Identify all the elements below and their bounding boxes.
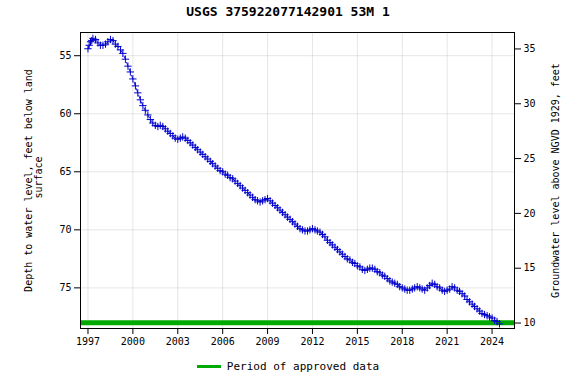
svg-text:30: 30 <box>524 98 536 109</box>
svg-text:2018: 2018 <box>390 336 414 347</box>
svg-text:2000: 2000 <box>121 336 145 347</box>
svg-text:55: 55 <box>59 50 71 61</box>
svg-text:2021: 2021 <box>435 336 459 347</box>
svg-text:15: 15 <box>524 262 536 273</box>
svg-text:2003: 2003 <box>166 336 190 347</box>
svg-text:75: 75 <box>59 282 71 293</box>
svg-text:25: 25 <box>524 153 536 164</box>
svg-text:2009: 2009 <box>256 336 280 347</box>
svg-text:Groundwater level above NGVD 1: Groundwater level above NGVD 1929, feet <box>550 63 561 298</box>
svg-text:60: 60 <box>59 108 71 119</box>
html-text:Period of approved data: Period of approved data <box>226 359 380 373</box>
svg-text:65: 65 <box>59 166 71 177</box>
html-text:USGS 375922077142901 53M 1: USGS 375922077142901 53M 1 <box>186 4 390 19</box>
svg-text:2015: 2015 <box>345 336 369 347</box>
svg-text:70: 70 <box>59 224 71 235</box>
svg-text:2006: 2006 <box>211 336 235 347</box>
svg-text:2024: 2024 <box>480 336 504 347</box>
svg-text:2012: 2012 <box>300 336 324 347</box>
svg-text:10: 10 <box>524 317 536 328</box>
svg-text:1997: 1997 <box>76 336 100 347</box>
svg-text:35: 35 <box>524 43 536 54</box>
svg-text:20: 20 <box>524 208 536 219</box>
svg-text:Depth to water level, feet bel: Depth to water level, feet below land su… <box>23 69 44 292</box>
